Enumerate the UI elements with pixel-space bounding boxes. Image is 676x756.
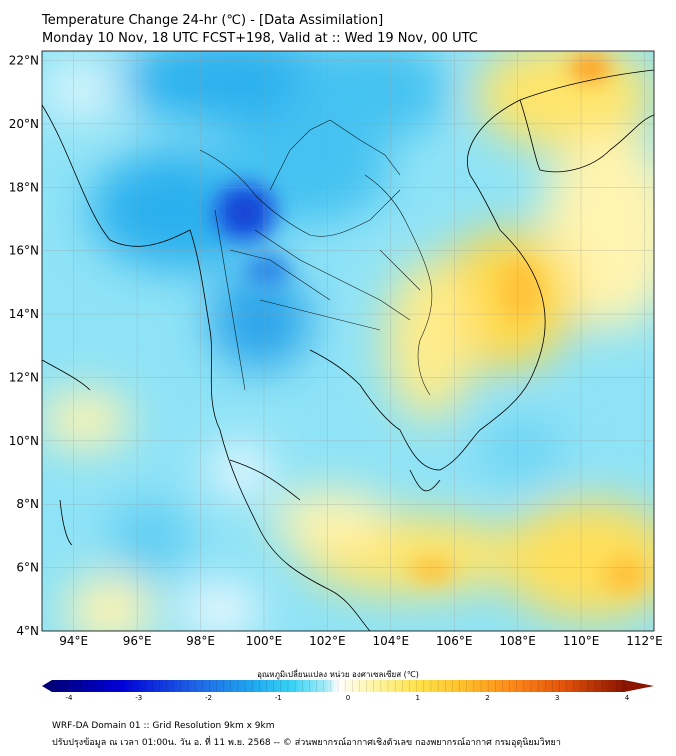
lon-tick-label: 112°E <box>626 634 663 648</box>
map-frame <box>41 50 655 632</box>
footer-update-info: ปรับปรุงข้อมูล ณ เวลา 01:00น. วัน อ. ที่… <box>52 738 561 748</box>
colorbar-tick-label: 1 <box>416 694 420 702</box>
lat-tick-label: 10°N <box>9 434 39 448</box>
lat-tick-label: 12°N <box>9 370 39 384</box>
colorbar-max-arrow <box>624 680 654 692</box>
longitude-labels: 94°E 96°E 98°E 100°E 102°E 104°E 106°E 108°E 110… <box>59 634 662 648</box>
colorbar-tick-label: -4 <box>66 694 74 702</box>
lat-tick-label: 14°N <box>9 307 39 321</box>
colorbar-tick-label: 3 <box>555 694 559 702</box>
latitude-labels: 22°N 20°N 18°N 16°N 14°N 12°N 10°N 8°N 6°N 4°N <box>9 54 39 638</box>
footer-model-info: WRF-DA Domain 01 :: Grid Resolution 9km … <box>52 721 275 731</box>
admin-borders <box>199 119 433 396</box>
colorbar-label: อุณหภูมิเปลี่ยนแปลง หน่วย องศาเซลเซียส (… <box>257 670 419 679</box>
colorbar-tick-label: 0 <box>346 694 350 702</box>
colorbar-tick-label: -3 <box>135 694 142 702</box>
lat-tick-label: 20°N <box>9 117 39 131</box>
colorbar <box>52 680 624 692</box>
colorbar-tick-labels: -4 -3 -2 -1 0 1 2 3 4 <box>66 694 630 702</box>
colorbar-dividers <box>51 680 625 692</box>
lon-tick-label: 96°E <box>123 634 152 648</box>
map-subtitle: Monday 10 Nov, 18 UTC FCST+198, Valid at… <box>42 31 478 46</box>
temperature-field <box>42 51 654 631</box>
lon-tick-label: 108°E <box>499 634 536 648</box>
lon-tick-label: 110°E <box>563 634 600 648</box>
colorbar-tick-label: 2 <box>485 694 489 702</box>
map-title: Temperature Change 24-hr (℃) - [Data Ass… <box>42 13 384 28</box>
lat-tick-label: 8°N <box>16 497 39 511</box>
colorbar-tick-label: -1 <box>275 694 282 702</box>
lon-tick-label: 102°E <box>309 634 346 648</box>
lat-tick-label: 16°N <box>9 244 39 258</box>
lon-tick-label: 106°E <box>436 634 473 648</box>
lat-tick-label: 22°N <box>9 54 39 68</box>
lon-tick-label: 94°E <box>59 634 88 648</box>
lat-tick-label: 4°N <box>16 624 39 638</box>
colorbar-tick-label: -2 <box>205 694 212 702</box>
lat-tick-label: 18°N <box>9 180 39 194</box>
lon-tick-label: 104°E <box>373 634 410 648</box>
colorbar-min-arrow <box>42 680 52 692</box>
lon-tick-label: 100°E <box>246 634 283 648</box>
lon-tick-label: 98°E <box>186 634 215 648</box>
lat-tick-label: 6°N <box>16 561 39 575</box>
graticule <box>42 51 654 631</box>
colorbar-tick-label: 4 <box>625 694 630 702</box>
coastlines <box>42 69 654 631</box>
